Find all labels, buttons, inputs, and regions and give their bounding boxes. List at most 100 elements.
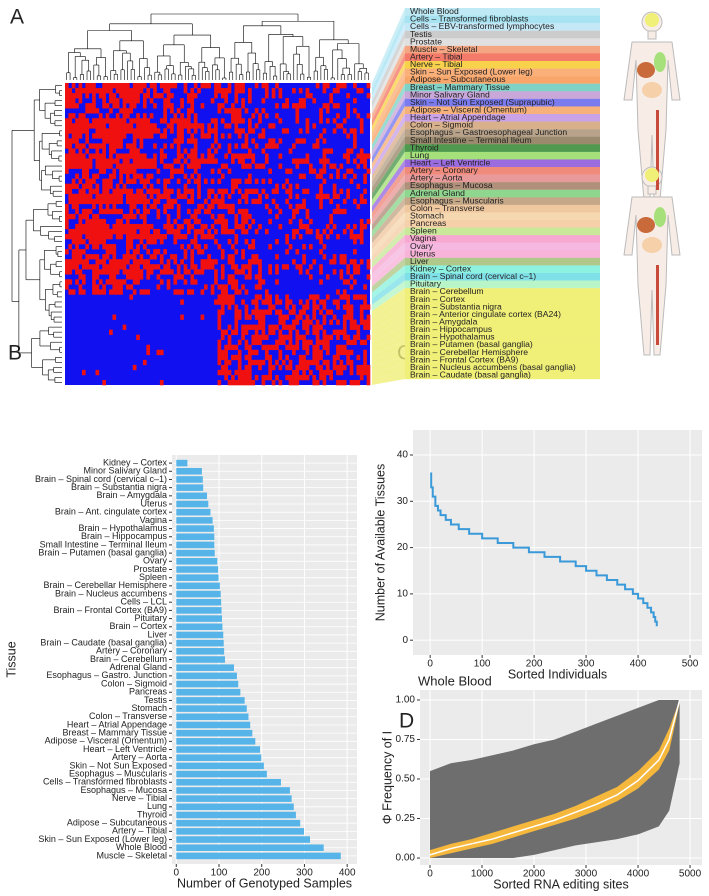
heatmap-cell [183,148,188,154]
heatmap-cell [220,249,225,255]
heatmap-cell [231,203,235,210]
heatmap-cell [258,314,262,320]
heatmap-cell [81,193,86,200]
heatmap-cell [207,153,212,159]
heatmap-cell [92,289,96,295]
heatmap-cell [339,369,344,376]
heatmap-cell [261,329,266,335]
bar [176,770,267,778]
heatmap-cell [227,369,232,376]
heatmap-cell [187,244,191,250]
heatmap-cell [217,344,222,351]
heatmap-cell [149,223,154,230]
heatmap-cell [129,234,134,240]
heatmap-cell [363,158,367,164]
bar [176,525,214,532]
y-tick-label: 0.00 [396,853,416,864]
heatmap-cell [329,198,334,205]
heatmap-cell [112,118,117,124]
heatmap-cell [224,374,228,381]
tissue-band [372,182,405,231]
heatmap-cell [92,88,96,94]
heatmap-cell [332,128,337,134]
heatmap-cell [98,158,103,164]
heatmap-cell [183,234,188,240]
heatmap-cell [271,123,276,129]
heatmap-cell [115,138,120,144]
heatmap-cell [115,163,120,169]
heatmap-cell [329,148,334,154]
heatmap-cell [217,88,222,94]
tissue-band [372,174,405,225]
heatmap-cell [193,213,198,220]
heatmap-cell [81,223,86,230]
heatmap-cell [268,299,273,305]
heatmap-cell [105,158,110,164]
heatmap-cell [187,108,191,114]
heatmap-cell [136,173,140,179]
heatmap-cell [149,83,154,89]
heatmap-cell [166,284,171,290]
heatmap-cell [105,163,110,169]
heatmap-cell [122,118,127,124]
heatmap-cell [302,369,306,376]
heatmap-cell [142,259,147,265]
heatmap-cell [180,168,184,174]
heatmap-cell [92,93,96,99]
heatmap-cell [275,213,279,220]
heatmap-cell [288,203,293,210]
heatmap-cell [112,103,117,109]
tissue-band [372,129,405,188]
heatmap-cell [146,93,151,99]
heatmap-cell [275,239,279,245]
heatmap-cell [319,203,323,210]
heatmap-cell [132,93,137,99]
heatmap-cell [132,264,137,270]
tissue-band [372,356,405,373]
heatmap-cell [156,193,161,200]
organs [637,13,666,345]
heatmap-cell [261,374,266,381]
heatmap-cell [325,158,330,164]
heatmap-cell [220,188,225,195]
heatmap-cell [71,83,76,89]
heatmap-cell [220,364,225,371]
tissue-band [372,167,405,219]
heatmap-cell [142,203,147,210]
bar [176,598,222,606]
heatmap-cell [153,228,157,235]
heatmap-cell [115,128,120,134]
heatmap-cell [234,88,239,94]
heatmap-cell [153,158,157,164]
heatmap-cell [342,334,347,340]
heatmap-cell [88,103,93,109]
heatmap-cell [231,178,235,184]
heatmap-cell [203,284,208,290]
heatmap-cell [183,188,188,195]
heatmap-cell [292,143,296,149]
tissue-band [405,333,600,342]
heatmap-cell [264,354,269,361]
heatmap-cell [302,364,306,371]
bar [176,754,262,761]
heatmap-cell [78,88,83,94]
tissue-band [372,91,405,157]
heatmap-cell [251,334,256,340]
heatmap-cell [92,173,96,179]
heatmap-cell [241,374,245,381]
heatmap-cell [210,234,215,240]
heatmap-cell [234,239,239,245]
heatmap-cell [302,188,306,195]
heatmap-cell [346,279,350,285]
heatmap-cell [200,289,205,295]
heatmap-cell [271,329,276,335]
heatmap-cell [180,128,184,134]
heatmap-cell [92,203,96,210]
heatmap-cell [109,123,113,129]
heatmap-cell [146,118,151,124]
heatmap-cell [65,223,69,230]
heatmap-cell [224,88,228,94]
y-tick-label: Brain – Cerebellar Hemisphere [43,580,167,590]
heatmap-cell [109,279,113,285]
heatmap-cell [102,208,106,215]
